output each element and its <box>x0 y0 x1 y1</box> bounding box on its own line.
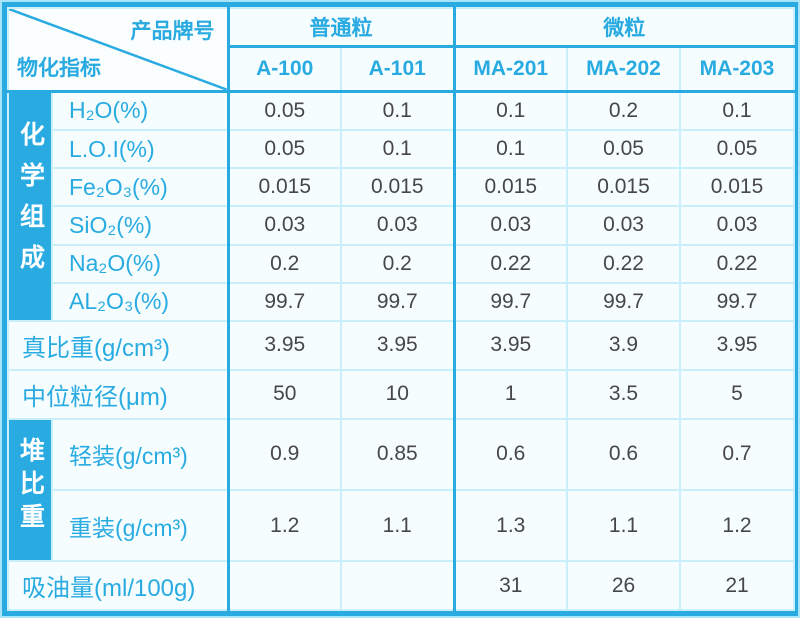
value-cell: 0.03 <box>227 205 342 246</box>
value-cell: 3.95 <box>227 320 342 371</box>
value-cell: 0.05 <box>566 128 681 170</box>
row-label: H₂O(%) <box>51 90 230 131</box>
section-label-bulk-density: 堆比重 <box>7 417 53 563</box>
value-cell: 0.015 <box>227 167 342 208</box>
row-label: 重装(g/cm³) <box>51 488 230 563</box>
row-label: 中位粒径(μm) <box>7 368 230 420</box>
value-cell: 0.03 <box>566 205 681 246</box>
row-label: SiO₂(%) <box>51 205 230 246</box>
value-cell: 0.1 <box>340 128 456 170</box>
table-row-h2o: 化学组成 H₂O(%) 0.05 0.1 0.1 0.2 0.1 <box>7 89 796 323</box>
table-row-tapped-bulk-density: 重装(g/cm³) 1.2 1.1 1.3 1.1 1.2 <box>8 488 796 563</box>
value-cell <box>227 560 342 611</box>
value-cell: 0.03 <box>678 205 796 246</box>
value-cell: 0.1 <box>453 90 568 131</box>
value-cell: 50 <box>227 368 342 420</box>
diagonal-divider-icon <box>9 9 227 90</box>
column-header-ma203: MA-203 <box>678 45 796 93</box>
table-row-al2o3: AL₂O₃(%) 99.7 99.7 99.7 99.7 99.7 <box>8 281 796 323</box>
column-header-ma201: MA-201 <box>453 45 568 93</box>
value-cell: 0.015 <box>678 167 796 208</box>
table-row-na2o: Na₂O(%) 0.2 0.2 0.22 0.22 0.22 <box>8 243 796 284</box>
column-header-ma202: MA-202 <box>566 45 681 93</box>
row-label: 吸油量(ml/100g) <box>7 560 230 611</box>
value-cell: 0.6 <box>566 417 681 491</box>
value-cell <box>340 560 456 611</box>
table-row-loi: L.O.I(%) 0.05 0.1 0.1 0.05 0.05 <box>8 128 796 170</box>
value-cell: 0.03 <box>453 205 568 246</box>
value-cell: 3.5 <box>566 368 681 420</box>
corner-cell: 产品牌号 物化指标 <box>7 7 230 93</box>
value-cell: 99.7 <box>227 281 342 323</box>
table-row-fe2o3: Fe₂O₃(%) 0.015 0.015 0.015 0.015 0.015 <box>8 167 796 208</box>
value-cell: 0.1 <box>340 90 456 131</box>
value-cell: 0.1 <box>678 90 796 131</box>
value-cell: 0.7 <box>678 417 796 491</box>
value-cell: 10 <box>340 368 456 420</box>
value-cell: 0.1 <box>453 128 568 170</box>
value-cell: 0.2 <box>566 90 681 131</box>
section-label-chemical-composition: 化学组成 <box>7 89 53 323</box>
value-cell: 0.015 <box>566 167 681 208</box>
value-cell: 99.7 <box>340 281 456 323</box>
value-cell: 0.22 <box>566 243 681 284</box>
value-cell: 0.22 <box>453 243 568 284</box>
value-cell: 1.1 <box>340 488 456 563</box>
value-cell: 1.1 <box>566 488 681 563</box>
table-row-median-particle-size: 中位粒径(μm) 50 10 1 3.5 5 <box>7 368 796 420</box>
value-cell: 1.2 <box>678 488 796 563</box>
table-row-oil-absorption: 吸油量(ml/100g) 31 26 21 <box>7 560 796 611</box>
value-cell: 3.95 <box>678 320 796 371</box>
corner-label-property-index: 物化指标 <box>17 56 101 80</box>
header-group-row: 产品牌号 物化指标 普通粒 微粒 <box>7 7 796 93</box>
value-cell: 3.95 <box>340 320 456 371</box>
table-row-loose-bulk-density: 堆比重 轻装(g/cm³) 0.9 0.85 0.6 0.6 0.7 <box>7 417 796 563</box>
value-cell: 0.6 <box>453 417 568 491</box>
value-cell: 99.7 <box>453 281 568 323</box>
value-cell: 3.95 <box>453 320 568 371</box>
column-group-micro-particle: 微粒 <box>452 7 796 48</box>
value-cell: 99.7 <box>678 281 796 323</box>
value-cell: 3.9 <box>566 320 681 371</box>
value-cell: 0.015 <box>340 167 456 208</box>
product-spec-table: 产品牌号 物化指标 普通粒 微粒 A-100 A-101 MA-201 MA-2… <box>7 7 796 611</box>
value-cell: 0.015 <box>453 167 568 208</box>
value-cell: 0.85 <box>340 417 456 491</box>
row-label: Fe₂O₃(%) <box>51 167 230 208</box>
value-cell: 0.05 <box>678 128 796 170</box>
value-cell: 26 <box>566 560 681 611</box>
value-cell: 0.05 <box>227 90 342 131</box>
column-header-a101: A-101 <box>340 45 456 93</box>
value-cell: 0.2 <box>340 243 456 284</box>
value-cell: 0.22 <box>678 243 796 284</box>
row-label: 轻装(g/cm³) <box>51 417 230 491</box>
value-cell: 99.7 <box>566 281 681 323</box>
row-label: AL₂O₃(%) <box>51 281 230 323</box>
value-cell: 21 <box>678 560 796 611</box>
value-cell: 0.9 <box>227 417 342 491</box>
value-cell: 1 <box>453 368 568 420</box>
value-cell: 1.2 <box>227 488 342 563</box>
value-cell: 31 <box>453 560 568 611</box>
value-cell: 0.2 <box>227 243 342 284</box>
table-row-sio2: SiO₂(%) 0.03 0.03 0.03 0.03 0.03 <box>8 205 796 246</box>
column-header-a100: A-100 <box>227 45 342 93</box>
value-cell: 5 <box>678 368 796 420</box>
corner-label-product-grade: 产品牌号 <box>130 20 215 43</box>
row-label: L.O.I(%) <box>51 128 230 170</box>
row-label: 真比重(g/cm³) <box>7 320 230 371</box>
value-cell: 1.3 <box>453 488 568 563</box>
value-cell: 0.03 <box>340 205 456 246</box>
header-model-row: A-100 A-101 MA-201 MA-202 MA-203 <box>8 45 796 93</box>
value-cell: 0.05 <box>227 128 342 170</box>
row-label: Na₂O(%) <box>51 243 230 284</box>
column-group-normal-particle: 普通粒 <box>227 7 456 48</box>
table-row-true-specific-gravity: 真比重(g/cm³) 3.95 3.95 3.95 3.9 3.95 <box>7 320 796 371</box>
